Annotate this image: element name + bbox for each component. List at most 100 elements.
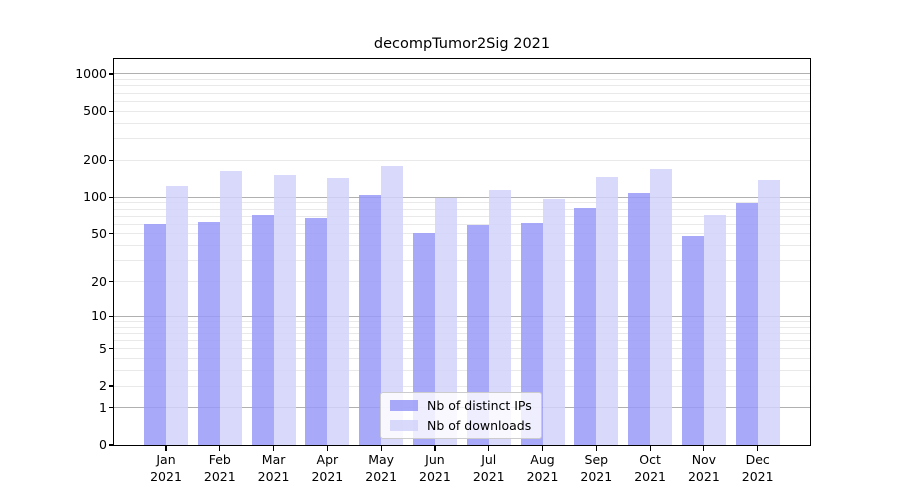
major-gridline xyxy=(114,73,810,75)
x-tick-label-line: 2021 xyxy=(203,468,236,484)
x-tick-label: Jun 2021 xyxy=(405,452,465,485)
bar-distinct-ips xyxy=(466,225,489,445)
x-tick-label-line: 2021 xyxy=(472,468,505,484)
x-tick-label: Apr 2021 xyxy=(297,452,357,485)
legend-item: Nb of downloads xyxy=(390,418,532,433)
x-tick-mark xyxy=(703,446,705,451)
minor-gridline xyxy=(114,208,810,210)
y-tick-mark xyxy=(109,73,114,75)
x-tick-label-line: Jul xyxy=(481,452,497,467)
minor-gridline xyxy=(114,138,810,140)
y-tick-label: 1000 xyxy=(75,65,107,81)
y-tick-mark xyxy=(109,233,114,235)
minor-gridline xyxy=(114,326,810,328)
y-tick-mark xyxy=(109,407,114,409)
x-tick-label-line: 2021 xyxy=(687,468,720,484)
x-tick-mark xyxy=(326,446,328,451)
legend-swatch-icon xyxy=(390,419,418,432)
bar-downloads xyxy=(650,168,673,445)
y-tick-label: 100 xyxy=(83,189,107,205)
minor-gridline xyxy=(114,110,810,112)
x-tick-label-line: Sep xyxy=(584,452,609,467)
x-tick-mark xyxy=(757,446,759,451)
bar-downloads xyxy=(219,170,242,445)
bar-distinct-ips xyxy=(628,193,651,445)
x-tick-label: Jul 2021 xyxy=(459,452,519,485)
minor-gridline xyxy=(114,340,810,341)
x-tick-label-line: 2021 xyxy=(580,468,613,484)
minor-gridline xyxy=(114,348,810,350)
x-tick-mark xyxy=(649,446,651,451)
y-tick-label: 2 xyxy=(99,378,107,393)
y-tick-label: 200 xyxy=(83,152,107,168)
bar-distinct-ips xyxy=(197,221,220,445)
legend: Nb of distinct IPs Nb of downloads xyxy=(380,392,542,439)
bar-downloads xyxy=(166,186,188,445)
minor-gridline xyxy=(114,245,810,247)
major-gridline xyxy=(114,315,810,317)
minor-gridline xyxy=(114,159,810,161)
x-tick-label: Aug 2021 xyxy=(513,452,573,485)
x-tick-label-line: Dec xyxy=(745,452,770,467)
x-tick-label: Jan 2021 xyxy=(136,452,196,485)
y-tick-mark xyxy=(109,196,114,198)
y-tick-mark xyxy=(109,315,114,317)
minor-gridline xyxy=(114,122,810,124)
bar-downloads xyxy=(381,166,404,445)
x-tick-label-line: 2021 xyxy=(365,468,398,484)
minor-gridline xyxy=(114,358,810,360)
y-tick-mark xyxy=(109,348,114,350)
x-tick-label: Nov 2021 xyxy=(674,452,734,485)
y-tick-mark xyxy=(109,159,114,161)
y-tick-mark xyxy=(109,444,114,446)
x-tick-label-line: Oct xyxy=(639,452,661,467)
bar-distinct-ips xyxy=(359,195,382,445)
x-tick-mark xyxy=(219,446,221,451)
x-tick-label-line: 2021 xyxy=(634,468,667,484)
chart-title: decompTumor2Sig 2021 xyxy=(373,36,551,52)
legend-swatch-icon xyxy=(390,399,418,412)
x-tick-label-line: Mar xyxy=(261,452,286,467)
x-tick-label-line: 2021 xyxy=(419,468,451,484)
x-tick-label: Feb 2021 xyxy=(190,452,250,485)
minor-gridline xyxy=(114,215,810,217)
x-tick-label-line: May xyxy=(368,452,395,467)
bar-downloads xyxy=(327,178,350,445)
bar-downloads xyxy=(703,214,726,445)
minor-gridline xyxy=(114,223,810,225)
bar-downloads xyxy=(273,174,296,445)
minor-gridline xyxy=(114,92,810,94)
x-tick-label-line: 2021 xyxy=(257,468,290,484)
minor-gridline xyxy=(114,100,810,102)
x-tick-label-line: 2021 xyxy=(526,468,559,484)
y-tick-label: 500 xyxy=(83,103,107,119)
major-gridline xyxy=(114,196,810,198)
x-tick-label-line: 2021 xyxy=(741,468,774,484)
minor-gridline xyxy=(114,385,810,387)
bar-downloads xyxy=(434,197,457,445)
bar-distinct-ips xyxy=(251,214,274,445)
y-tick-label: 1 xyxy=(99,399,107,415)
x-tick-mark xyxy=(380,446,382,451)
x-tick-label-line: Jan xyxy=(156,452,176,467)
minor-gridline xyxy=(114,281,810,282)
bar-distinct-ips xyxy=(520,222,543,445)
x-tick-label: Oct 2021 xyxy=(620,452,680,485)
x-tick-mark xyxy=(595,446,597,451)
x-tick-label-line: 2021 xyxy=(150,468,182,484)
x-tick-label: May 2021 xyxy=(351,452,411,485)
y-tick-mark xyxy=(109,280,114,283)
minor-gridline xyxy=(114,370,810,372)
x-tick-label: Dec 2021 xyxy=(728,452,788,485)
minor-gridline xyxy=(114,85,810,87)
bar-distinct-ips xyxy=(574,207,597,445)
x-tick-label: Sep 2021 xyxy=(566,452,626,485)
bar-distinct-ips xyxy=(305,217,328,445)
bar-distinct-ips xyxy=(144,224,166,445)
bar-distinct-ips xyxy=(681,236,704,445)
bar-distinct-ips xyxy=(412,232,435,445)
x-tick-label-line: Nov xyxy=(691,452,717,467)
legend-label: Nb of distinct IPs xyxy=(427,398,532,413)
y-tick-label: 50 xyxy=(91,225,107,241)
